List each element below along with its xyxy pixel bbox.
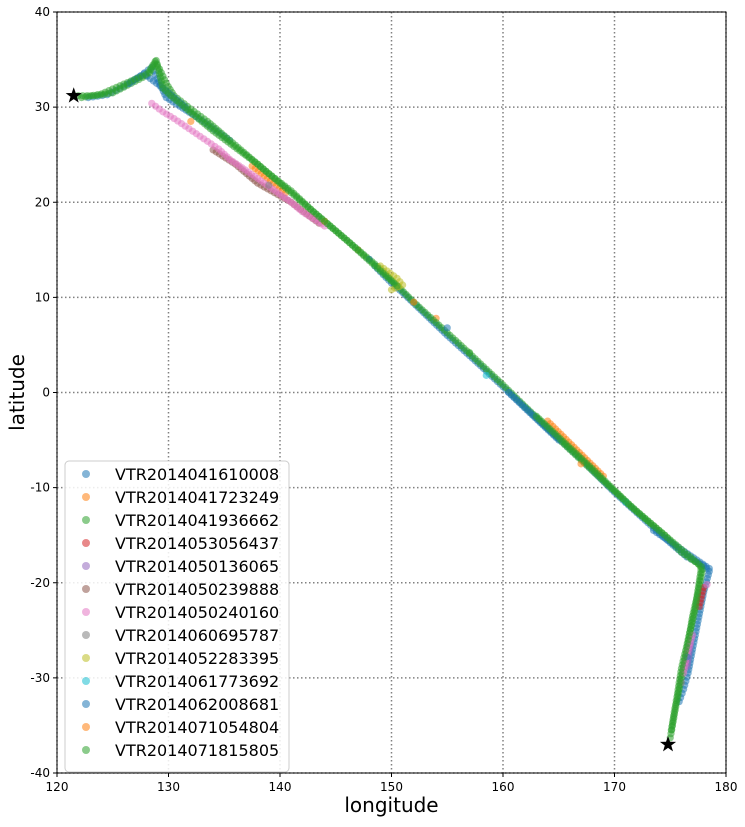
legend-label: VTR2014041723249: [115, 488, 279, 507]
legend-label: VTR2014052283395: [115, 649, 279, 668]
y-tick-label: 40: [35, 5, 50, 19]
x-tick-label: 180: [715, 780, 738, 794]
data-point: [705, 564, 713, 573]
legend-swatch: [82, 723, 90, 731]
legend-label: VTR2014041610008: [115, 465, 279, 484]
y-tick-label: -10: [30, 481, 50, 495]
legend-label: VTR2014050240160: [115, 603, 279, 622]
axis-ticks: 120 130 140 150 160 170 180 -40 -30 -20 -10 0 10 20 30…: [30, 5, 737, 794]
data-point: [465, 348, 474, 357]
legend-label: VTR2014050239888: [115, 580, 279, 599]
legend-label: VTR2014060695787: [115, 626, 279, 645]
legend-swatch: [82, 677, 90, 685]
x-axis-label: longitude: [344, 793, 438, 817]
data-point: [482, 371, 490, 379]
legend-swatch: [82, 493, 90, 501]
y-tick-label: 30: [35, 100, 50, 114]
legend-label: VTR2014071815805: [115, 741, 279, 760]
legend-swatch: [82, 585, 90, 593]
x-tick-label: 140: [269, 780, 292, 794]
y-tick-label: 10: [35, 290, 50, 304]
data-point: [667, 726, 675, 734]
x-tick-label: 130: [157, 780, 180, 794]
data-point: [443, 324, 451, 332]
data-point: [265, 181, 273, 189]
data-point: [393, 282, 401, 290]
legend-label: VTR2014062008681: [115, 695, 279, 714]
y-tick-label: -40: [30, 766, 50, 780]
data-point: [410, 298, 418, 306]
star-markers: [65, 87, 677, 752]
legend-label: VTR2014041936662: [115, 511, 279, 530]
legend-box: [64, 460, 290, 773]
y-tick-label: -20: [30, 576, 50, 590]
star-marker: [65, 87, 82, 103]
legend-label: VTR2014050136065: [115, 557, 279, 576]
legend-label: VTR2014071054804: [115, 718, 279, 737]
legend-swatch: [82, 539, 90, 547]
legend-swatch: [82, 562, 90, 570]
legend-swatch: [82, 608, 90, 616]
legend-swatch: [82, 631, 90, 639]
legend-swatch: [82, 516, 90, 524]
y-tick-label: 0: [42, 386, 50, 400]
legend-swatch: [82, 470, 90, 478]
y-tick-label: 20: [35, 195, 50, 209]
legend-swatch: [82, 654, 90, 662]
y-tick-label: -30: [30, 671, 50, 685]
x-tick-label: 160: [492, 780, 515, 794]
x-tick-label: 150: [380, 780, 403, 794]
x-tick-label: 120: [46, 780, 69, 794]
legend: VTR2014041610008 VTR2014041723249 VTR20140…: [64, 460, 290, 773]
y-axis-label: latitude: [5, 354, 29, 431]
data-points: [74, 56, 713, 742]
star-marker: [659, 735, 677, 752]
legend-swatch: [82, 700, 90, 708]
legend-label: VTR2014061773692: [115, 672, 279, 691]
x-tick-label: 170: [603, 780, 626, 794]
legend-swatch: [82, 746, 90, 754]
data-point: [703, 581, 711, 589]
data-point: [387, 286, 396, 294]
legend-label: VTR2014053056437: [115, 534, 279, 553]
data-point: [187, 117, 195, 125]
